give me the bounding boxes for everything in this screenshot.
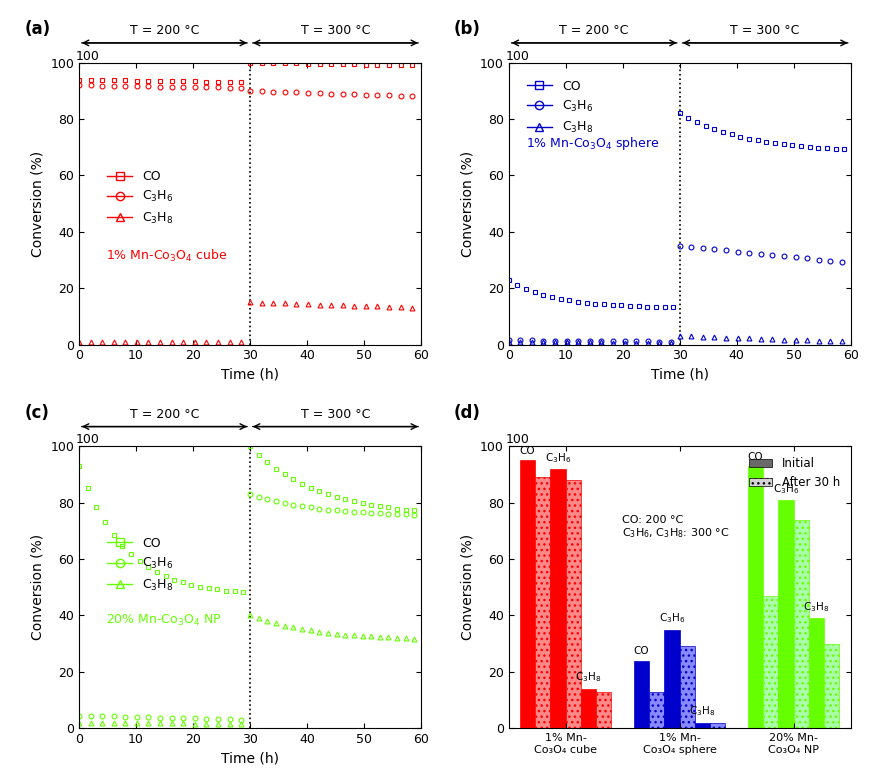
Text: 100: 100 bbox=[75, 50, 99, 63]
Legend: CO, C$_3$H$_6$, C$_3$H$_8$: CO, C$_3$H$_6$, C$_3$H$_8$ bbox=[103, 532, 179, 597]
Bar bbox=[748, 466, 763, 728]
Bar bbox=[824, 644, 839, 728]
Text: T = 300 °C: T = 300 °C bbox=[301, 408, 370, 421]
Bar bbox=[695, 723, 710, 728]
Y-axis label: Conversion (%): Conversion (%) bbox=[460, 150, 474, 257]
Legend: CO, C$_3$H$_6$, C$_3$H$_8$: CO, C$_3$H$_6$, C$_3$H$_8$ bbox=[522, 74, 598, 140]
Text: CO: CO bbox=[634, 646, 650, 656]
Bar bbox=[809, 619, 824, 728]
Text: C$_3$H$_6$: C$_3$H$_6$ bbox=[773, 482, 799, 496]
Bar bbox=[566, 480, 581, 728]
Legend: CO, C$_3$H$_6$, C$_3$H$_8$: CO, C$_3$H$_6$, C$_3$H$_8$ bbox=[103, 165, 179, 231]
Bar bbox=[710, 723, 725, 728]
Text: CO: 200 °C
C$_3$H$_6$, C$_3$H$_8$: 300 °C: CO: 200 °C C$_3$H$_6$, C$_3$H$_8$: 300 °… bbox=[622, 514, 729, 540]
Text: 20% Mn-Co$_3$O$_4$ NP: 20% Mn-Co$_3$O$_4$ NP bbox=[106, 613, 222, 628]
Text: T = 200 °C: T = 200 °C bbox=[130, 408, 199, 421]
X-axis label: Time (h): Time (h) bbox=[221, 368, 279, 382]
Text: (c): (c) bbox=[25, 404, 49, 422]
Text: T = 200 °C: T = 200 °C bbox=[560, 24, 629, 38]
Bar bbox=[535, 478, 551, 728]
Text: 1% Mn-Co$_3$O$_4$ cube: 1% Mn-Co$_3$O$_4$ cube bbox=[106, 248, 227, 264]
Text: (a): (a) bbox=[25, 20, 50, 38]
Y-axis label: Conversion (%): Conversion (%) bbox=[460, 534, 474, 640]
Text: CO: CO bbox=[520, 446, 536, 456]
Bar bbox=[520, 460, 535, 728]
Text: T = 200 °C: T = 200 °C bbox=[130, 24, 199, 38]
Text: 100: 100 bbox=[75, 434, 99, 446]
Text: C$_3$H$_6$: C$_3$H$_6$ bbox=[659, 612, 685, 626]
Bar bbox=[596, 691, 611, 728]
Bar bbox=[779, 500, 794, 728]
Text: T = 300 °C: T = 300 °C bbox=[731, 24, 800, 38]
Text: C$_3$H$_8$: C$_3$H$_8$ bbox=[575, 671, 602, 684]
Text: CO: CO bbox=[748, 452, 764, 462]
Text: C$_3$H$_6$: C$_3$H$_6$ bbox=[545, 451, 571, 464]
Text: (d): (d) bbox=[454, 404, 481, 422]
Bar bbox=[581, 689, 596, 728]
X-axis label: Time (h): Time (h) bbox=[221, 752, 279, 766]
Bar bbox=[551, 469, 566, 728]
Text: 100: 100 bbox=[505, 434, 529, 446]
Bar bbox=[649, 691, 665, 728]
Bar bbox=[665, 630, 680, 728]
Text: 100: 100 bbox=[505, 50, 529, 63]
Y-axis label: Conversion (%): Conversion (%) bbox=[31, 150, 45, 257]
Bar bbox=[794, 520, 809, 728]
Bar bbox=[634, 661, 649, 728]
Text: C$_3$H$_8$: C$_3$H$_8$ bbox=[803, 601, 830, 614]
X-axis label: Time (h): Time (h) bbox=[651, 368, 709, 382]
Y-axis label: Conversion (%): Conversion (%) bbox=[31, 534, 45, 640]
Text: T = 300 °C: T = 300 °C bbox=[301, 24, 370, 38]
Text: C$_3$H$_8$: C$_3$H$_8$ bbox=[689, 705, 716, 718]
Text: 1% Mn-Co$_3$O$_4$ sphere: 1% Mn-Co$_3$O$_4$ sphere bbox=[525, 135, 660, 152]
Bar bbox=[680, 647, 695, 728]
Bar bbox=[763, 596, 779, 728]
Legend: Initial, After 30 h: Initial, After 30 h bbox=[744, 453, 845, 493]
Text: (b): (b) bbox=[454, 20, 481, 38]
